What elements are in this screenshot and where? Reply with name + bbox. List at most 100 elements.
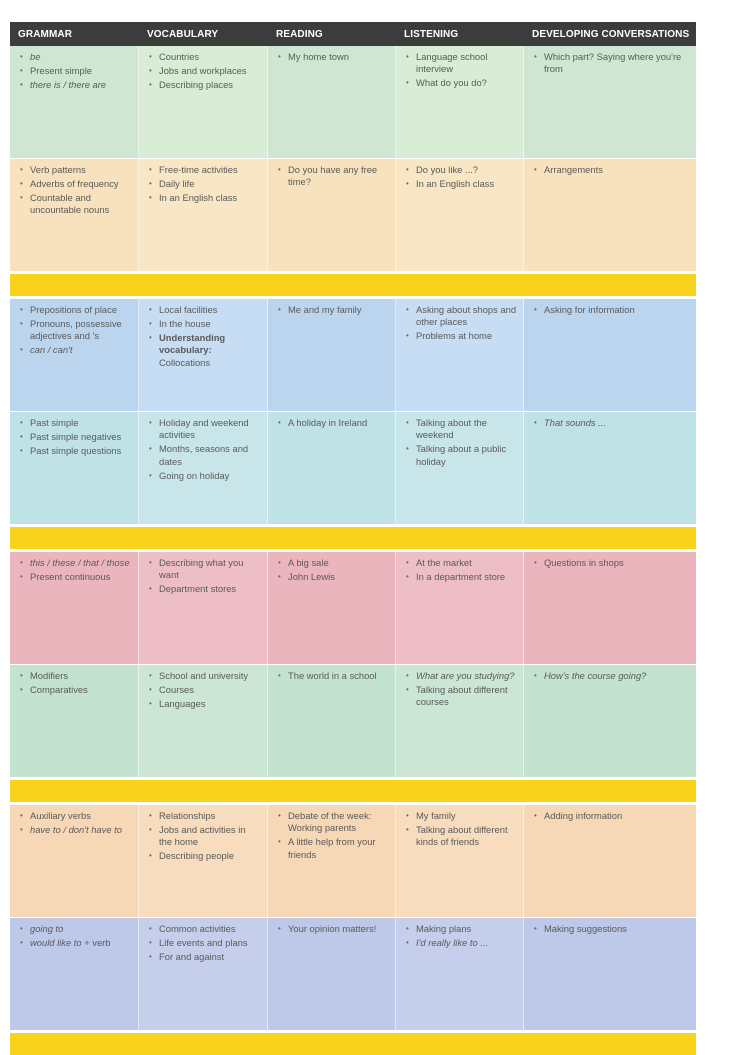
list-item: Do you have any free time? bbox=[278, 164, 389, 189]
table-body: be Present simple there is / there are Coun… bbox=[10, 46, 696, 1055]
list-item-text: Language school interview bbox=[416, 51, 487, 74]
conversations-cell: Which part? Saying where you're from bbox=[524, 46, 696, 158]
list-item: be bbox=[20, 51, 132, 63]
list-item: Problems at home bbox=[406, 330, 517, 342]
list-item: Present simple bbox=[20, 65, 132, 77]
list-item: Life events and plans bbox=[149, 937, 261, 949]
grammar-cell: Verb patterns Adverbs of frequency Countab… bbox=[10, 159, 139, 271]
list-item: would like to + verb bbox=[20, 937, 132, 949]
header-vocabulary: VOCABULARY bbox=[139, 22, 268, 46]
list-item: My home town bbox=[278, 51, 389, 63]
bullet-list: My family Talking about different kinds o… bbox=[406, 810, 517, 849]
vocabulary-cell: Common activities Life events and plans Fo… bbox=[139, 918, 268, 1030]
table-row: this / these / that / those Present conti… bbox=[10, 552, 696, 664]
list-item-text: Talking about different kinds of friends bbox=[416, 824, 508, 847]
grammar-cell: Prepositions of place Pronouns, possessiv… bbox=[10, 299, 139, 411]
list-item: this / these / that / those bbox=[20, 557, 132, 569]
list-item: Prepositions of place bbox=[20, 304, 132, 316]
list-item-text: Months, seasons and dates bbox=[159, 443, 248, 466]
list-item: Present continuous bbox=[20, 571, 132, 583]
grammar-cell: be Present simple there is / there are bbox=[10, 46, 139, 158]
list-item-text: Do you have any free time? bbox=[288, 164, 377, 187]
list-item: Making suggestions bbox=[534, 923, 690, 935]
list-item: John Lewis bbox=[278, 571, 389, 583]
list-item-text: Present continuous bbox=[30, 571, 110, 582]
list-item: A big sale bbox=[278, 557, 389, 569]
reading-cell: Your opinion matters! bbox=[268, 918, 396, 1030]
bullet-list: Do you like ...? In an English class bbox=[406, 164, 517, 190]
list-item-text: Department stores bbox=[159, 583, 236, 594]
listening-cell: At the market In a department store bbox=[396, 552, 524, 664]
list-item: Describing what you want bbox=[149, 557, 261, 582]
unit-divider-band bbox=[10, 271, 696, 299]
list-item: Your opinion matters! bbox=[278, 923, 389, 935]
list-item-text: Local facilities bbox=[159, 304, 217, 315]
list-item: Comparatives bbox=[20, 684, 132, 696]
list-item-tail: + verb bbox=[84, 937, 110, 948]
vocabulary-cell: Relationships Jobs and activities in the … bbox=[139, 805, 268, 917]
list-item-text: Talking about a public holiday bbox=[416, 443, 506, 466]
bullet-list: Questions in shops bbox=[534, 557, 690, 569]
list-item-text: Making suggestions bbox=[544, 923, 627, 934]
reading-cell: Me and my family bbox=[268, 299, 396, 411]
bullet-list: Your opinion matters! bbox=[278, 923, 389, 935]
list-item-text: Questions in shops bbox=[544, 557, 624, 568]
bullet-list: Which part? Saying where you're from bbox=[534, 51, 690, 76]
list-item: Describing people bbox=[149, 850, 261, 862]
list-item: For and against bbox=[149, 951, 261, 963]
bullet-list: Auxiliary verbs have to / don't have to bbox=[20, 810, 132, 836]
list-item: I'd really like to ... bbox=[406, 937, 517, 949]
list-item-text: In the house bbox=[159, 318, 211, 329]
list-item-text: Me and my family bbox=[288, 304, 361, 315]
list-item: Countable and uncountable nouns bbox=[20, 192, 132, 217]
vocabulary-cell: Local facilities In the house Understandin… bbox=[139, 299, 268, 411]
table-row: be Present simple there is / there are Coun… bbox=[10, 46, 696, 158]
table-row: Past simple Past simple negatives Past sim… bbox=[10, 411, 696, 524]
list-item-text: Life events and plans bbox=[159, 937, 248, 948]
listening-cell: Talking about the weekend Talking about a… bbox=[396, 412, 524, 524]
bullet-list: this / these / that / those Present conti… bbox=[20, 557, 132, 583]
list-item-text: I'd really like to ... bbox=[416, 937, 488, 948]
bullet-list: Relationships Jobs and activities in the … bbox=[149, 810, 261, 863]
bullet-list: School and university Courses Languages bbox=[149, 670, 261, 710]
list-item-text: Making plans bbox=[416, 923, 471, 934]
table-row: going to would like to + verb Common activ… bbox=[10, 917, 696, 1030]
list-item: Me and my family bbox=[278, 304, 389, 316]
list-item-text: Holiday and weekend activities bbox=[159, 417, 249, 440]
grammar-cell: Past simple Past simple negatives Past sim… bbox=[10, 412, 139, 524]
list-item-text: Your opinion matters! bbox=[288, 923, 376, 934]
bullet-list: Verb patterns Adverbs of frequency Countab… bbox=[20, 164, 132, 217]
vocabulary-cell: Countries Jobs and workplaces Describing p… bbox=[139, 46, 268, 158]
list-item: What are you studying? bbox=[406, 670, 517, 682]
grammar-cell: going to would like to + verb bbox=[10, 918, 139, 1030]
list-item-text: Going on holiday bbox=[159, 470, 229, 481]
bullet-list: Prepositions of place Pronouns, possessiv… bbox=[20, 304, 132, 357]
list-item-text: The world in a school bbox=[288, 670, 377, 681]
grammar-cell: Auxiliary verbs have to / don't have to bbox=[10, 805, 139, 917]
list-item-text: School and university bbox=[159, 670, 248, 681]
list-item-text: Courses bbox=[159, 684, 194, 695]
list-item: Adding information bbox=[534, 810, 690, 822]
list-item-text: Daily life bbox=[159, 178, 194, 189]
vocabulary-cell: Holiday and weekend activities Months, se… bbox=[139, 412, 268, 524]
list-item: Making plans bbox=[406, 923, 517, 935]
bullet-list: Holiday and weekend activities Months, se… bbox=[149, 417, 261, 482]
reading-cell: The world in a school bbox=[268, 665, 396, 777]
list-item: Talking about different kinds of friends bbox=[406, 824, 517, 849]
list-item-text: How's the course going? bbox=[544, 670, 646, 681]
listening-cell: My family Talking about different kinds o… bbox=[396, 805, 524, 917]
list-item-text: Modifiers bbox=[30, 670, 68, 681]
list-item-text: Languages bbox=[159, 698, 205, 709]
list-item: there is / there are bbox=[20, 79, 132, 91]
list-item-text: In a department store bbox=[416, 571, 505, 582]
list-item: What do you do? bbox=[406, 77, 517, 89]
conversations-cell: Adding information bbox=[524, 805, 696, 917]
unit-divider-band bbox=[10, 1030, 696, 1055]
list-item-text: Talking about the weekend bbox=[416, 417, 487, 440]
list-item-text: Countries bbox=[159, 51, 199, 62]
vocabulary-cell: School and university Courses Languages bbox=[139, 665, 268, 777]
list-item: Talking about the weekend bbox=[406, 417, 517, 442]
list-item: That sounds ... bbox=[534, 417, 690, 429]
bullet-list: A big sale John Lewis bbox=[278, 557, 389, 583]
list-item: Months, seasons and dates bbox=[149, 443, 261, 468]
